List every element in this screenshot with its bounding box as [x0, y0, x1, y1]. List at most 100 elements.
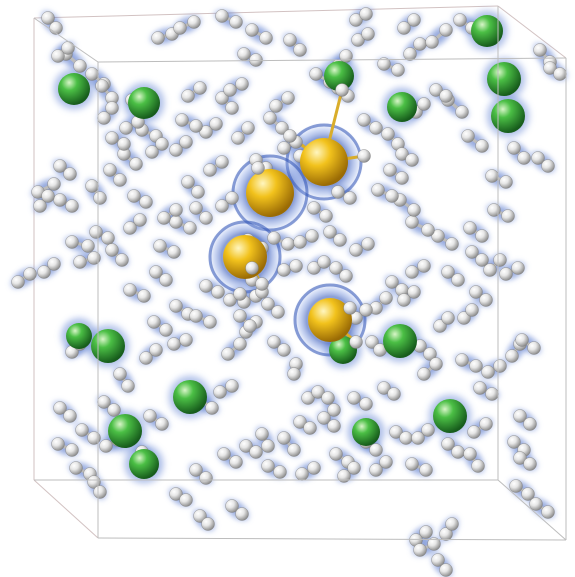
hydrogen-atom [475, 229, 489, 243]
hydrogen-atom [529, 497, 543, 511]
hydrogen-atom [327, 419, 341, 433]
hydrogen-atom [349, 335, 363, 349]
hydrogen-atom [523, 457, 537, 471]
hydrogen-atom [469, 359, 483, 373]
hydrogen-atom [389, 425, 403, 439]
hydrogen-atom [343, 191, 357, 205]
hydrogen-atom [199, 125, 213, 139]
hydrogen-atom [397, 293, 411, 307]
hydrogen-atom [169, 487, 183, 501]
hydrogen-atom [179, 135, 193, 149]
hydrogen-atom [379, 455, 393, 469]
hydrogen-atom [361, 27, 375, 41]
hydrogen-atom [65, 235, 79, 249]
hydrogen-atom [421, 423, 435, 437]
hydrogen-atom [499, 175, 513, 189]
hydrogen-atom [359, 7, 373, 21]
hydrogen-atom [237, 47, 251, 61]
green-atom [129, 449, 159, 479]
hydrogen-atom [421, 223, 435, 237]
hydrogen-atom [199, 211, 213, 225]
hydrogen-atom [513, 409, 527, 423]
hydrogen-atom [463, 221, 477, 235]
hydrogen-atom [281, 91, 295, 105]
hydrogen-atom [541, 159, 555, 173]
hydrogen-atom [275, 121, 289, 135]
hydrogen-atom [441, 311, 455, 325]
hydrogen-atom [189, 119, 203, 133]
hydrogen-atom [359, 303, 373, 317]
green-atom [91, 329, 125, 363]
hydrogen-atom [405, 153, 419, 167]
hydrogen-atom [369, 121, 383, 135]
hydrogen-atom [191, 185, 205, 199]
hydrogen-atom [439, 89, 453, 103]
hydrogen-atom [225, 499, 239, 513]
hydrogen-atom [229, 15, 243, 29]
hydrogen-atom [85, 179, 99, 193]
hydrogen-atom [531, 151, 545, 165]
hydrogen-atom [105, 243, 119, 257]
hydrogen-atom [361, 237, 375, 251]
hydrogen-atom [407, 203, 421, 217]
hydrogen-atom [11, 275, 25, 289]
hydrogen-atom [511, 261, 525, 275]
hydrogen-atom [469, 285, 483, 299]
hydrogen-atom [483, 263, 497, 277]
hydrogen-atom [377, 57, 391, 71]
hydrogen-atom [405, 265, 419, 279]
hydrogen-atom [307, 461, 321, 475]
hydrogen-atom [149, 265, 163, 279]
hydrogen-atom [287, 443, 301, 457]
hydrogen-atom [461, 129, 475, 143]
hydrogen-atom [445, 517, 459, 531]
hydrogen-atom [369, 443, 383, 457]
hydrogen-atom [379, 291, 393, 305]
hydrogen-atom [121, 379, 135, 393]
hydrogen-atom [259, 31, 273, 45]
hydrogen-atom [405, 215, 419, 229]
hydrogen-atom [479, 417, 493, 431]
hydrogen-atom [145, 145, 159, 159]
hydrogen-atom [119, 121, 133, 135]
hydrogen-atom [457, 311, 471, 325]
hydrogen-atom [371, 183, 385, 197]
hydrogen-atom [541, 505, 555, 519]
hydrogen-atom [319, 209, 333, 223]
hydrogen-atom [287, 367, 301, 381]
hydrogen-atom [523, 417, 537, 431]
hydrogen-atom [487, 203, 501, 217]
hydrogen-atom [89, 225, 103, 239]
hydrogen-atom [155, 137, 169, 151]
hydrogen-atom [157, 211, 171, 225]
hydrogen-atom [405, 457, 419, 471]
hydrogen-atom [255, 277, 269, 291]
hydrogen-atom [133, 213, 147, 227]
green-atom [324, 61, 354, 91]
hydrogen-atom [281, 237, 295, 251]
hydrogen-atom [209, 117, 223, 131]
yellow-atom [308, 298, 352, 342]
hydrogen-atom [149, 343, 163, 357]
hydrogen-atom [439, 23, 453, 37]
atom-layer [11, 7, 567, 577]
yellow-atom [223, 235, 267, 279]
hydrogen-atom [173, 21, 187, 35]
hydrogen-atom [215, 155, 229, 169]
hydrogen-atom [481, 365, 495, 379]
hydrogen-atom [427, 537, 441, 551]
hydrogen-atom [455, 353, 469, 367]
hydrogen-atom [115, 253, 129, 267]
hydrogen-atom [269, 99, 283, 113]
hydrogen-atom [99, 439, 113, 453]
hydrogen-atom [433, 319, 447, 333]
hydrogen-atom [63, 409, 77, 423]
hydrogen-atom [439, 563, 453, 577]
hydrogen-atom [123, 283, 137, 297]
hydrogen-atom [235, 507, 249, 521]
hydrogen-atom [73, 59, 87, 73]
hydrogen-atom [425, 35, 439, 49]
hydrogen-atom [139, 195, 153, 209]
